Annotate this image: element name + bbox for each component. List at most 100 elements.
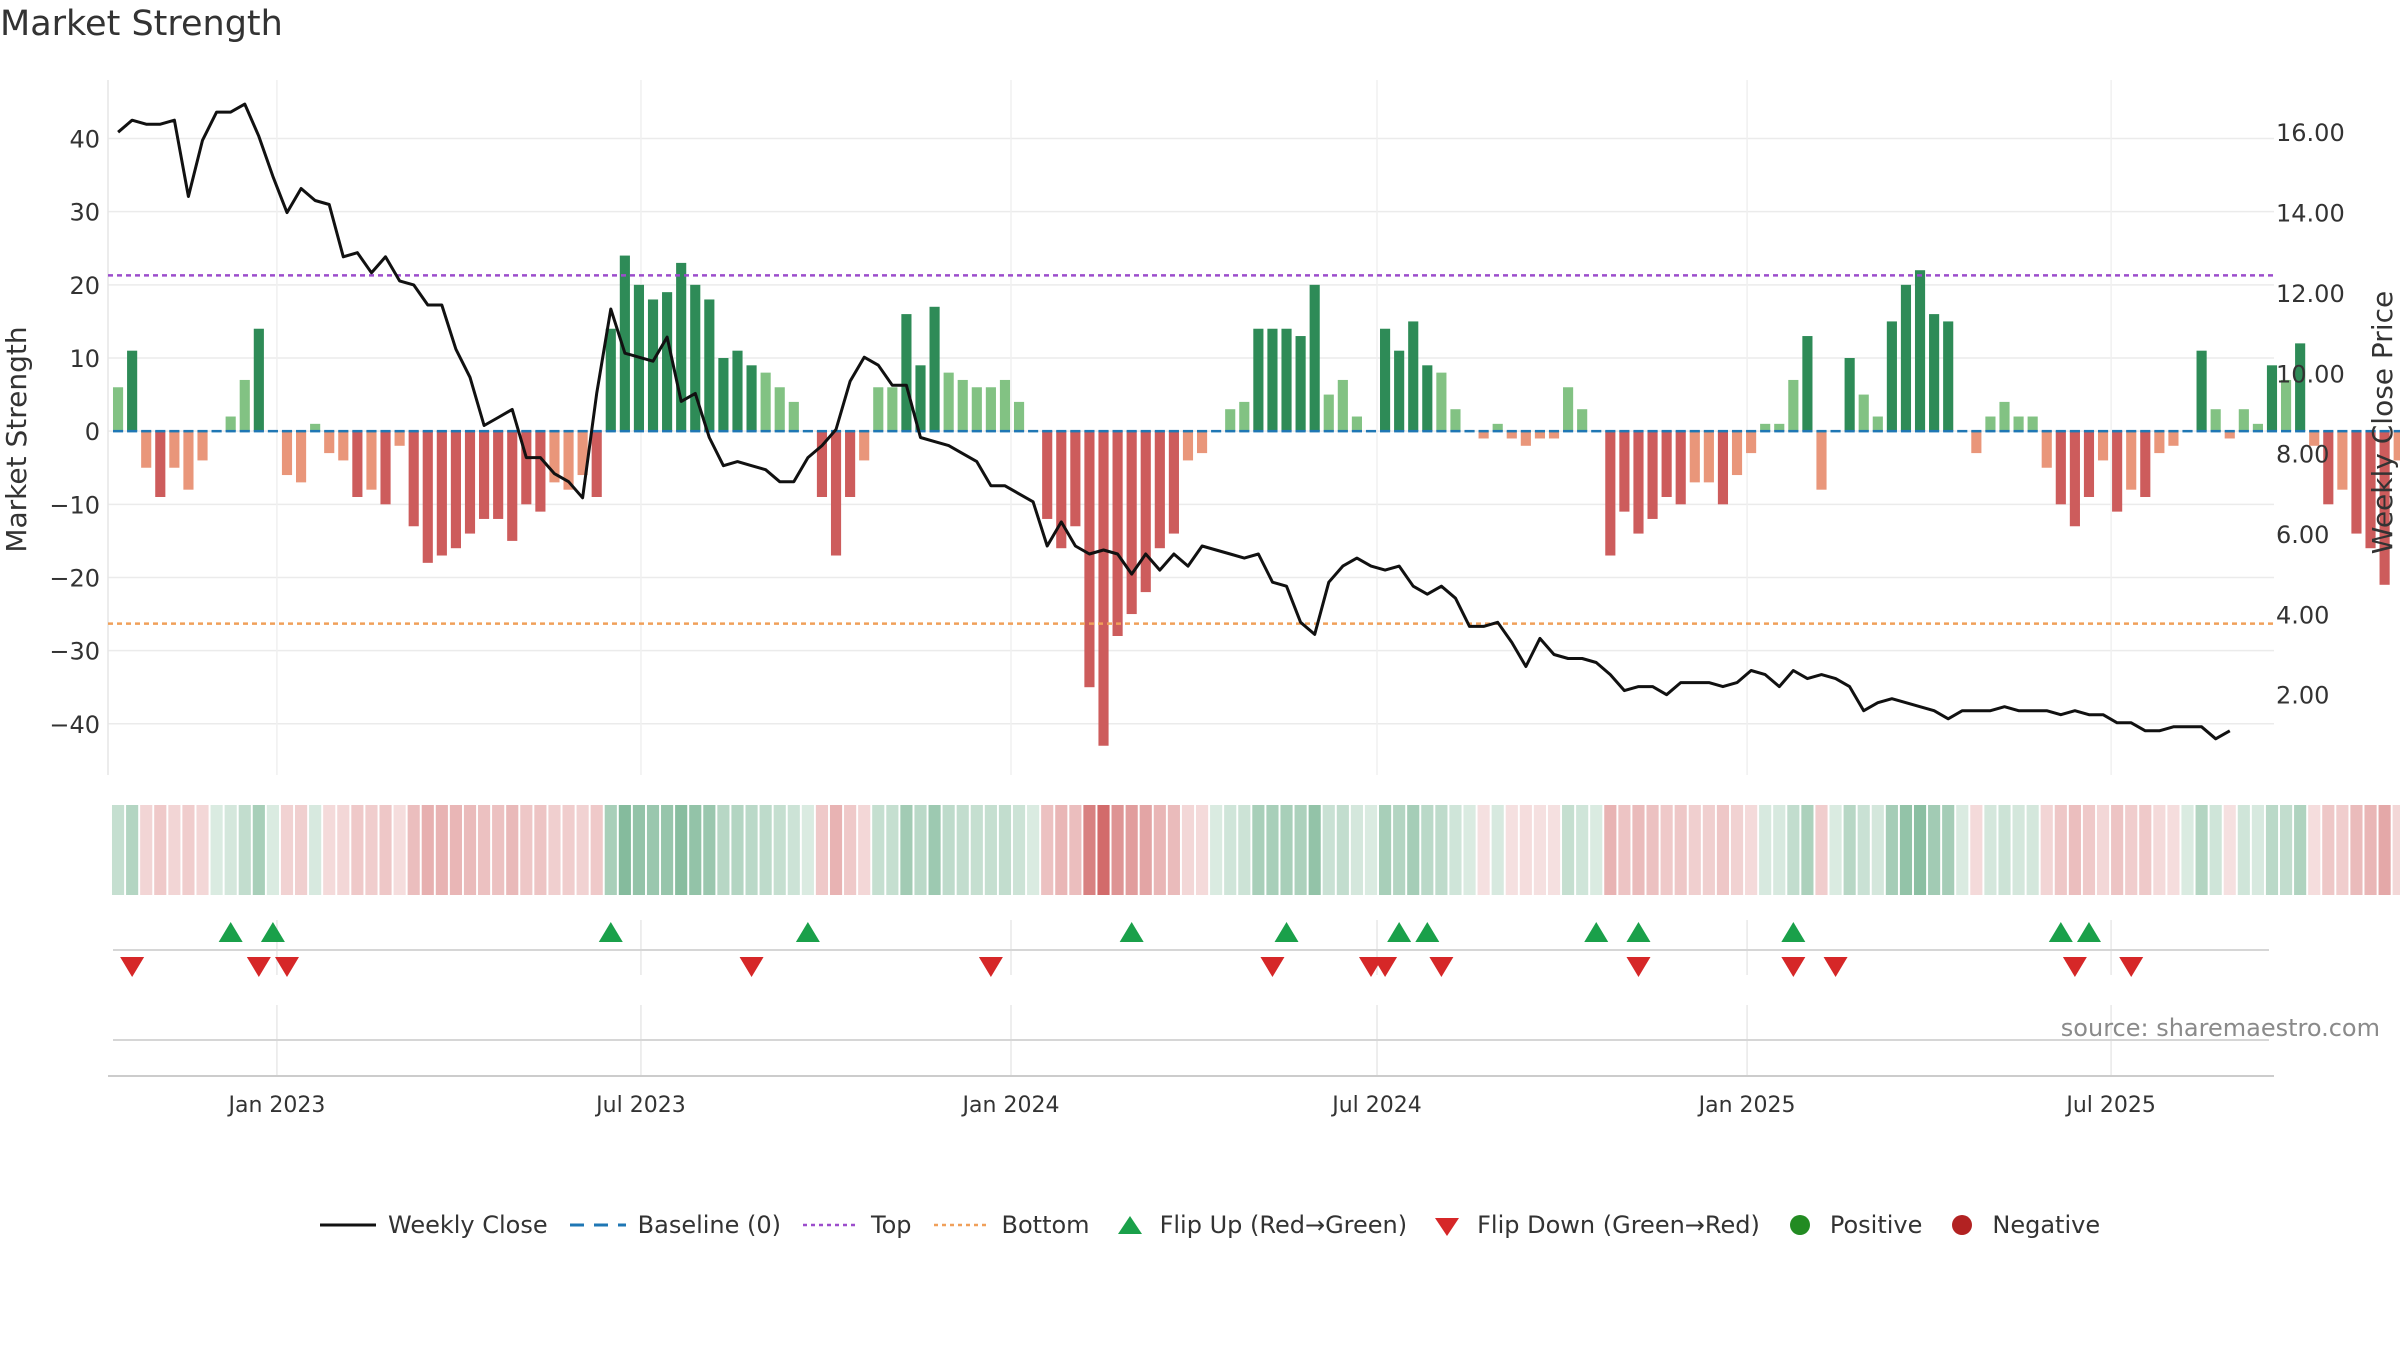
strip-cell xyxy=(914,805,927,895)
strip-cell xyxy=(492,805,505,895)
strength-bar xyxy=(830,431,842,556)
strip-cell xyxy=(1646,805,1659,895)
strip-cell xyxy=(1688,805,1701,895)
legend-item-bottom: Bottom xyxy=(932,1210,1090,1240)
legend-label: Flip Up (Red→Green) xyxy=(1159,1211,1408,1239)
flip-down-marker xyxy=(978,957,1003,977)
strip-cell xyxy=(1519,805,1532,895)
strip-cell xyxy=(689,805,702,895)
strip-cell xyxy=(224,805,237,895)
y-tick-label: 0 xyxy=(85,418,100,446)
strip-cell xyxy=(703,805,716,895)
flip-markers xyxy=(113,922,2269,1041)
strength-bar xyxy=(450,431,461,549)
strip-cell xyxy=(773,805,786,895)
strength-bar xyxy=(112,387,124,432)
strength-bar xyxy=(2280,379,2292,432)
strip-cell xyxy=(1547,805,1561,895)
strip-cell xyxy=(421,805,434,895)
strip-cell xyxy=(1716,805,1730,895)
strength-bar xyxy=(732,350,743,432)
strip-cell xyxy=(2167,805,2180,895)
strip-cell xyxy=(998,805,1012,895)
strip-cell xyxy=(1759,805,1772,895)
weekly-close-line-group xyxy=(117,102,2231,741)
strength-bar xyxy=(1112,431,1123,636)
strip-cell xyxy=(1632,805,1645,895)
grid-lines xyxy=(107,80,2274,1075)
strength-bar xyxy=(1126,431,1137,615)
legend-item-top: Top xyxy=(801,1210,912,1240)
strength-bar xyxy=(1084,431,1095,688)
strength-bar xyxy=(2309,431,2320,446)
strip-cell xyxy=(1857,805,1870,895)
strip-cell xyxy=(1674,805,1687,895)
strip-cell xyxy=(2012,805,2025,895)
strip-cell xyxy=(1463,805,1476,895)
strength-bar xyxy=(1971,431,1982,454)
strip-cell xyxy=(829,805,843,895)
strength-bar xyxy=(2379,431,2390,585)
strength-bar xyxy=(169,431,180,468)
legend-item-line: Weekly Close xyxy=(318,1210,548,1240)
strength-bar xyxy=(2196,350,2207,432)
strength-bar xyxy=(1056,431,1067,549)
strength-bar xyxy=(1534,431,1546,439)
color-strip xyxy=(111,805,2400,895)
strip-cell xyxy=(801,805,814,895)
strip-cell xyxy=(2265,805,2279,895)
strip-cell xyxy=(1491,805,1504,895)
strength-bar xyxy=(1703,431,1714,483)
strength-bar xyxy=(1999,401,2010,432)
flip-down-marker xyxy=(1823,957,1848,977)
y-tick-label: 30 xyxy=(69,199,100,227)
strip-cell xyxy=(1097,805,1110,895)
strength-bar xyxy=(422,431,433,563)
strip-cell xyxy=(886,805,899,895)
strip-cell xyxy=(295,805,308,895)
strip-cell xyxy=(182,805,195,895)
strength-bar xyxy=(2154,431,2165,454)
strength-bar xyxy=(2252,423,2263,432)
strength-bar xyxy=(1323,394,1334,432)
strength-bar xyxy=(760,372,771,432)
strip-cell xyxy=(632,805,646,895)
y2-tick-label: 4.00 xyxy=(2276,601,2329,629)
strength-bar xyxy=(1337,379,1348,432)
legend-down-triangle xyxy=(1435,1218,1460,1236)
strip-cell xyxy=(590,805,603,895)
flip-down-marker xyxy=(1429,957,1454,977)
strip-cell xyxy=(1224,805,1237,895)
source-credit: source: sharemaestro.com xyxy=(2060,1014,2380,1042)
strength-bar xyxy=(1774,423,1785,432)
strip-cell xyxy=(646,805,660,895)
flip-down-marker xyxy=(1373,957,1398,977)
strength-bar xyxy=(2069,431,2080,527)
strength-bar xyxy=(1267,328,1278,432)
strip-cell xyxy=(266,805,279,895)
strip-cell xyxy=(1252,805,1265,895)
strength-bar xyxy=(929,306,940,432)
strength-bar xyxy=(957,379,968,432)
strength-bar xyxy=(1182,431,1194,461)
strength-bar xyxy=(690,284,701,432)
strip-cell xyxy=(1210,805,1223,895)
strength-bar xyxy=(943,372,954,432)
strip-cell xyxy=(970,805,983,895)
strip-cell xyxy=(928,805,941,895)
y2-tick-label: 8.00 xyxy=(2276,441,2329,469)
strip-cell xyxy=(1181,805,1195,895)
legend-swatch-negative xyxy=(1952,1215,1973,1235)
flip-up-marker xyxy=(1781,922,1806,942)
strip-cell xyxy=(1829,805,1842,895)
strength-bar xyxy=(2365,431,2376,549)
strength-bar xyxy=(1506,431,1517,439)
strip-cell xyxy=(1913,805,1927,895)
strip-cell xyxy=(2195,805,2208,895)
x-tick-label: Jul 2025 xyxy=(2064,1093,2156,1118)
strength-bar xyxy=(2126,431,2137,490)
strength-bar xyxy=(253,328,264,432)
flip-up-marker xyxy=(260,922,285,942)
strength-bar xyxy=(493,431,504,519)
strip-cell xyxy=(1899,805,1913,895)
